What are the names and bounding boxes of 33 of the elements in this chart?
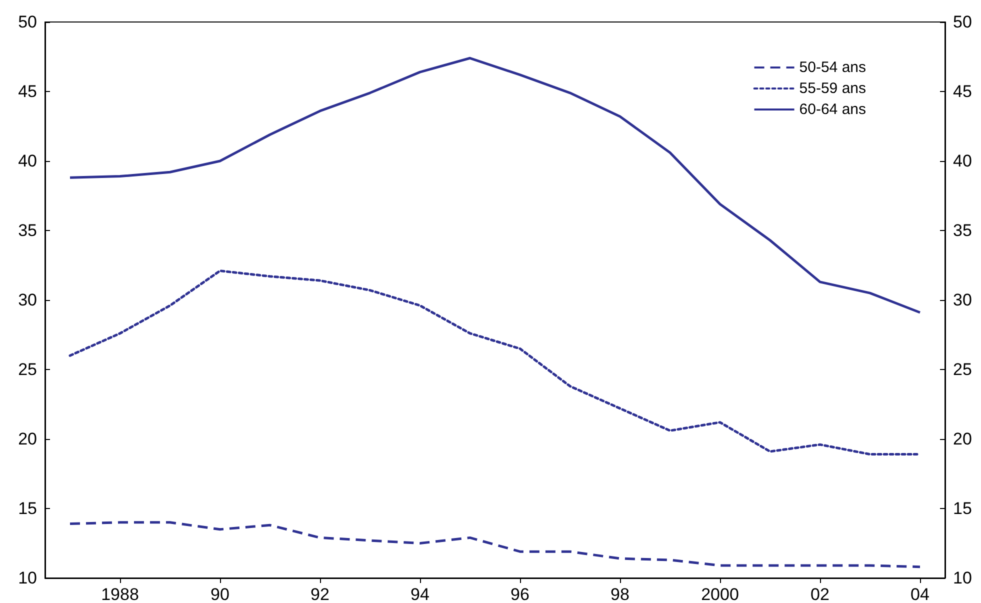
y-tick-label: 20 [18, 430, 37, 448]
y-tick-label: 10 [18, 568, 37, 588]
x-tick-label: 1988 [101, 585, 139, 603]
x-tick-label: 04 [910, 585, 930, 603]
y2-tick-label: 30 [953, 290, 972, 310]
y2-tick-label: 45 [953, 82, 972, 101]
x-tick-label: 94 [410, 585, 430, 603]
y-tick-label: 45 [18, 82, 37, 101]
line-series [68, 270, 922, 456]
y2-tick-label: 10 [953, 568, 972, 588]
y2-tick-label: 20 [953, 430, 972, 448]
x-tick-label: 98 [610, 585, 630, 603]
x-tick-label: 2000 [701, 585, 739, 603]
legend-label: 50-54 ans [799, 59, 866, 76]
line-series [68, 56, 922, 314]
y-tick-label: 15 [18, 499, 37, 518]
x-tick-label: 02 [810, 585, 830, 603]
y-tick-label: 25 [18, 360, 37, 379]
x-tick-label: 96 [510, 585, 530, 603]
y-tick-label: 40 [18, 152, 37, 170]
y2-tick-label: 35 [953, 221, 972, 240]
line-series [68, 521, 922, 568]
y2-tick-label: 40 [953, 152, 972, 170]
y2-tick-label: 50 [953, 12, 972, 32]
legend-label: 55-59 ans [799, 80, 866, 97]
y2-tick-label: 15 [953, 499, 972, 518]
y-tick-label: 35 [18, 221, 37, 240]
legend-label: 60-64 ans [799, 101, 866, 118]
y2-tick-label: 25 [953, 360, 972, 379]
y-tick-label: 30 [18, 290, 37, 310]
x-tick-label: 90 [210, 585, 230, 603]
x-tick-label: 92 [310, 585, 330, 603]
y-tick-label: 50 [18, 12, 37, 32]
